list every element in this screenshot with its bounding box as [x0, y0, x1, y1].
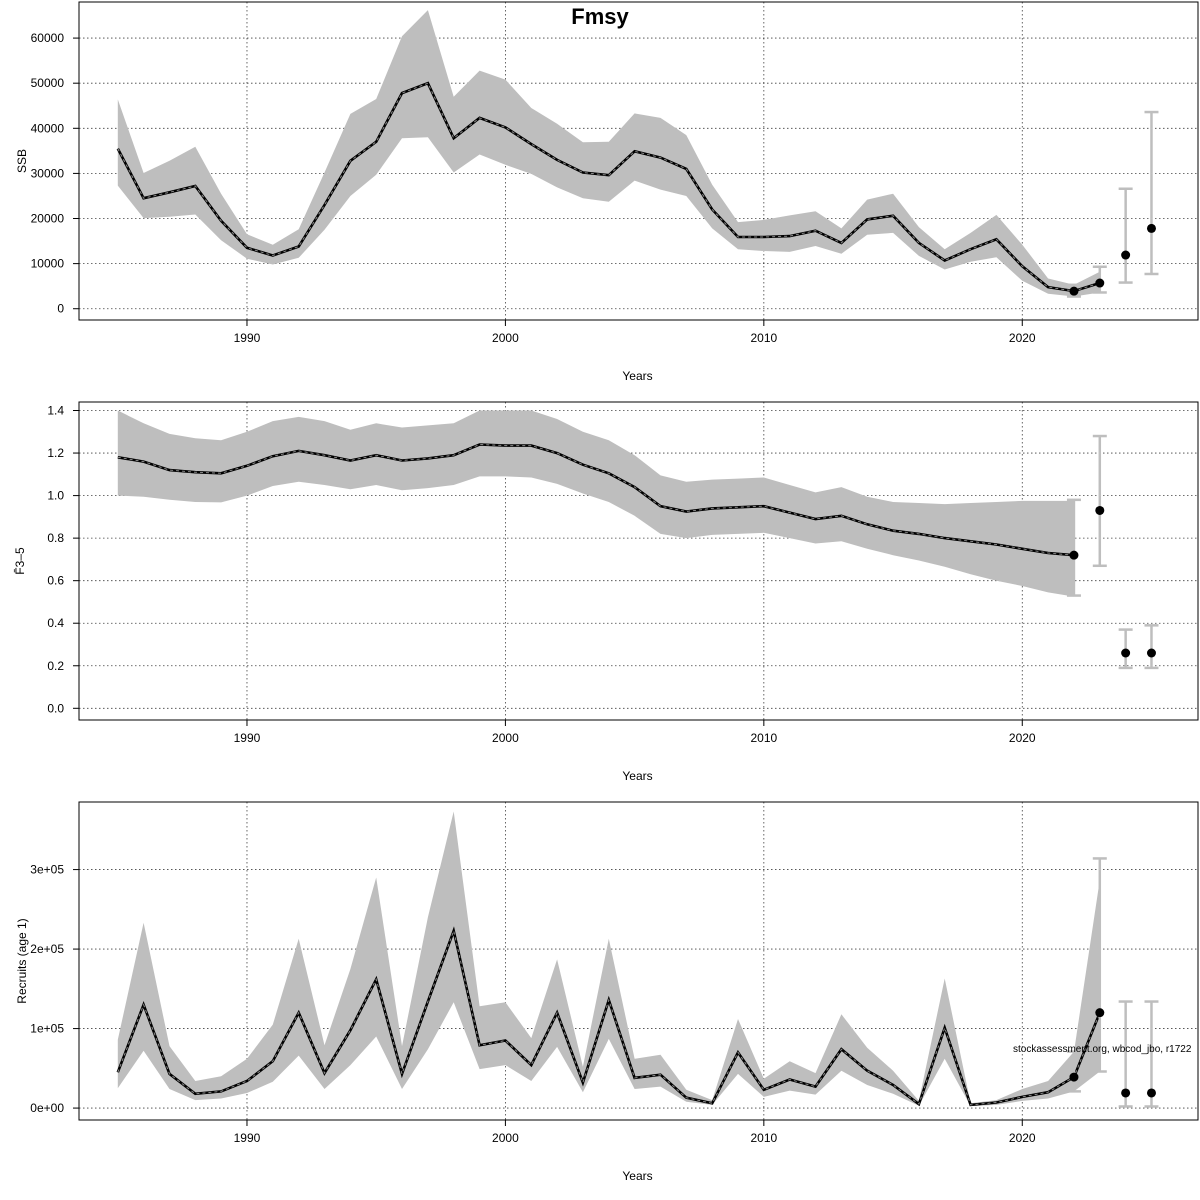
- y-axis-label: F̄3–5: [13, 547, 27, 575]
- x-tick-label: 2020: [1009, 731, 1036, 745]
- data-point: [1146, 223, 1156, 233]
- ssb-panel: 1990 2000 2010 2020 0 10000 20000 30000 40000 500…: [15, 1, 1199, 383]
- source-note: stockassessment.org, wbcod_jbo, r1722: [1013, 1044, 1192, 1055]
- confidence-band: [117, 811, 1100, 1107]
- x-tick-label: 2000: [492, 331, 519, 345]
- figure-title: Fmsy: [571, 4, 629, 29]
- y-axis-label: Recruits (age 1): [15, 918, 29, 1003]
- estimate-line-dash: [117, 443, 1075, 556]
- plot-frame: [78, 401, 1199, 721]
- x-tick-label: 2010: [750, 1131, 777, 1145]
- data-point: [1121, 1088, 1131, 1098]
- y-tick-label: 0.2: [47, 659, 64, 673]
- data-point: [1146, 1088, 1156, 1098]
- y-tick-label: 0e+00: [30, 1101, 64, 1115]
- data-point: [1069, 1072, 1079, 1082]
- y-tick-label: 50000: [31, 76, 65, 90]
- x-axis-label: Years: [622, 369, 652, 383]
- data-point: [1121, 250, 1131, 260]
- y-tick-label: 0.0: [47, 701, 64, 715]
- data-point: [1069, 286, 1079, 296]
- confidence-band: [117, 410, 1075, 597]
- data-point: [1095, 1008, 1105, 1018]
- y-tick-label: 1.0: [47, 489, 64, 503]
- x-tick-label: 1990: [234, 331, 261, 345]
- y-tick-label: 0.6: [47, 574, 64, 588]
- plot-frame: [78, 801, 1199, 1121]
- data-point: [1095, 278, 1105, 288]
- y-tick-label: 1.2: [47, 446, 64, 460]
- x-tick-label: 1990: [234, 731, 261, 745]
- y-tick-label: 0.8: [47, 531, 64, 545]
- data-point: [1146, 648, 1156, 658]
- estimate-line-dash: [117, 929, 1101, 1106]
- y-tick-label: 3e+05: [30, 863, 64, 877]
- data-point: [1121, 648, 1131, 658]
- plot-frame: [78, 1, 1199, 321]
- fbar-panel: 1990 2000 2010 2020 0.0 0.2 0.4 0.6 0.8 1.0 1.2 1.4…: [13, 401, 1199, 783]
- recruits-panel: 1990 2000 2010 2020 0e+00 1e+05 2e+05 3e+05 Year…: [15, 801, 1199, 1183]
- confidence-band: [117, 10, 1100, 297]
- x-tick-label: 2020: [1009, 331, 1036, 345]
- y-tick-label: 60000: [31, 31, 65, 45]
- x-tick-label: 2000: [492, 1131, 519, 1145]
- y-tick-label: 0.4: [47, 616, 64, 630]
- x-axis-label: Years: [622, 1169, 652, 1183]
- y-tick-label: 1.4: [47, 404, 64, 418]
- y-tick-label: 2e+05: [30, 942, 64, 956]
- x-tick-label: 2000: [492, 731, 519, 745]
- y-tick-label: 0: [57, 302, 64, 316]
- y-tick-label: 40000: [31, 121, 65, 135]
- y-tick-label: 30000: [31, 166, 65, 180]
- y-tick-label: 20000: [31, 212, 65, 226]
- y-tick-label: 1e+05: [30, 1022, 64, 1036]
- x-tick-label: 2010: [750, 331, 777, 345]
- x-tick-label: 1990: [234, 1131, 261, 1145]
- x-axis-label: Years: [622, 769, 652, 783]
- y-tick-label: 10000: [31, 257, 65, 271]
- data-point: [1069, 550, 1079, 560]
- x-tick-label: 2020: [1009, 1131, 1036, 1145]
- data-point: [1095, 505, 1105, 515]
- y-axis-label: SSB: [15, 149, 29, 173]
- estimate-line-dash: [117, 82, 1100, 292]
- x-tick-label: 2010: [750, 731, 777, 745]
